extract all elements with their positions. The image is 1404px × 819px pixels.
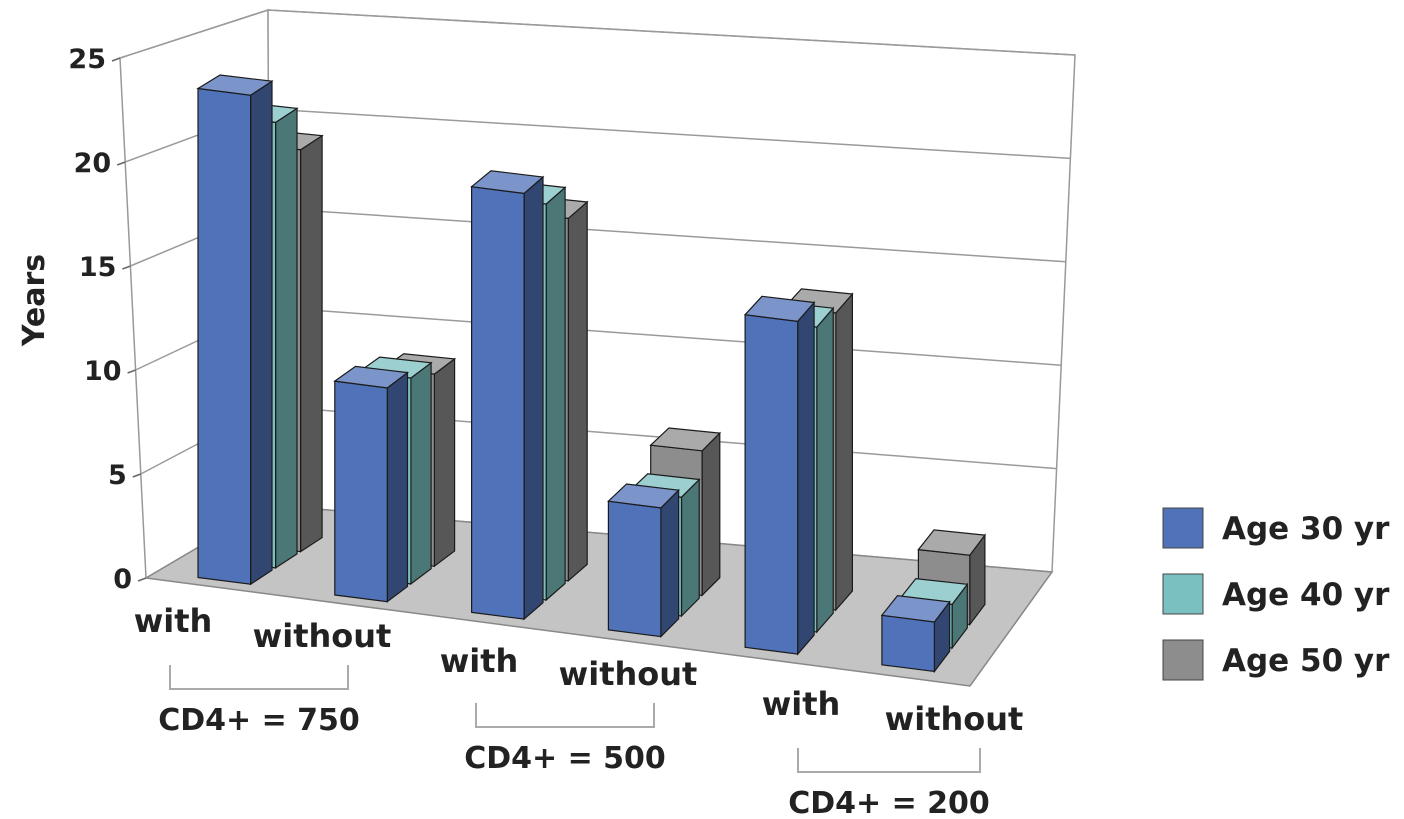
bar-side [300, 134, 323, 553]
y-tick-mark [132, 473, 142, 478]
bar-side [660, 488, 680, 639]
group-label: CD4+ = 750 [158, 703, 360, 738]
category-label: without [253, 617, 392, 655]
category-label: with [762, 685, 841, 723]
y-tick-mark [137, 577, 147, 582]
bar-top [880, 594, 951, 623]
bar-side [680, 478, 700, 618]
bar-top [743, 295, 816, 323]
bar-side [433, 357, 456, 568]
y-tick-mark [116, 161, 126, 166]
bar [743, 295, 816, 656]
group-bracket [797, 748, 981, 773]
gridline [119, 9, 1076, 59]
bars [196, 74, 987, 674]
bar-side [835, 292, 854, 612]
bar-front [744, 314, 799, 655]
bar-side [797, 300, 815, 656]
bar-side [816, 306, 834, 634]
bar-top [333, 365, 410, 389]
group-bracket [169, 665, 349, 690]
category-label: with [134, 602, 213, 640]
bar-side [701, 431, 721, 597]
bar-side [410, 361, 432, 586]
bar-top [470, 170, 545, 195]
bar-front [607, 500, 662, 638]
legend: Age 30 yr Age 40 yr Age 50 yr [1162, 507, 1390, 681]
group-bracket [475, 703, 655, 728]
legend-swatch [1162, 573, 1204, 615]
y-axis-ticks: 0 5 10 15 20 25 [68, 44, 147, 595]
legend-label: Age 50 yr [1222, 643, 1390, 679]
bar-top [196, 74, 274, 96]
y-tick-mark [122, 265, 131, 270]
group-label: CD4+ = 500 [464, 741, 666, 776]
bar [470, 170, 545, 621]
bar-top [607, 483, 680, 509]
bar-side [386, 371, 409, 603]
legend-swatch [1162, 507, 1204, 549]
bar-front [471, 186, 525, 620]
bar-side [275, 107, 298, 570]
y-tick-label: 25 [68, 44, 106, 75]
bar [607, 483, 680, 639]
y-tick-label: 0 [113, 564, 132, 595]
category-label: without [559, 655, 698, 693]
bar-side [250, 80, 273, 586]
bar [196, 74, 274, 586]
y-tick-label: 5 [108, 460, 127, 491]
bar-side [545, 186, 566, 602]
bar [333, 365, 410, 603]
bar [880, 594, 951, 674]
bar-top [649, 427, 722, 452]
y-tick-mark [111, 57, 121, 62]
y-tick-label: 15 [79, 252, 117, 283]
category-label: without [885, 700, 1024, 738]
bar-side [523, 175, 544, 621]
bar-front [197, 87, 252, 585]
bar-front [334, 380, 388, 603]
y-axis-label: Years [17, 254, 52, 347]
category-label: with [440, 642, 519, 680]
bar-side [567, 200, 588, 583]
group-label: CD4+ = 200 [788, 786, 990, 819]
y-tick-label: 10 [84, 356, 122, 387]
legend-label: Age 40 yr [1222, 577, 1390, 613]
bar-top [917, 529, 987, 556]
group-brackets: CD4+ = 750 CD4+ = 500 CD4+ = 200 [158, 665, 990, 819]
bar-front [881, 614, 936, 673]
y-tick-label: 20 [74, 148, 112, 179]
category-labels: with without with without with without [134, 602, 1024, 738]
legend-swatch [1162, 639, 1204, 681]
y-tick-mark [127, 369, 136, 374]
legend-label: Age 30 yr [1222, 511, 1390, 547]
